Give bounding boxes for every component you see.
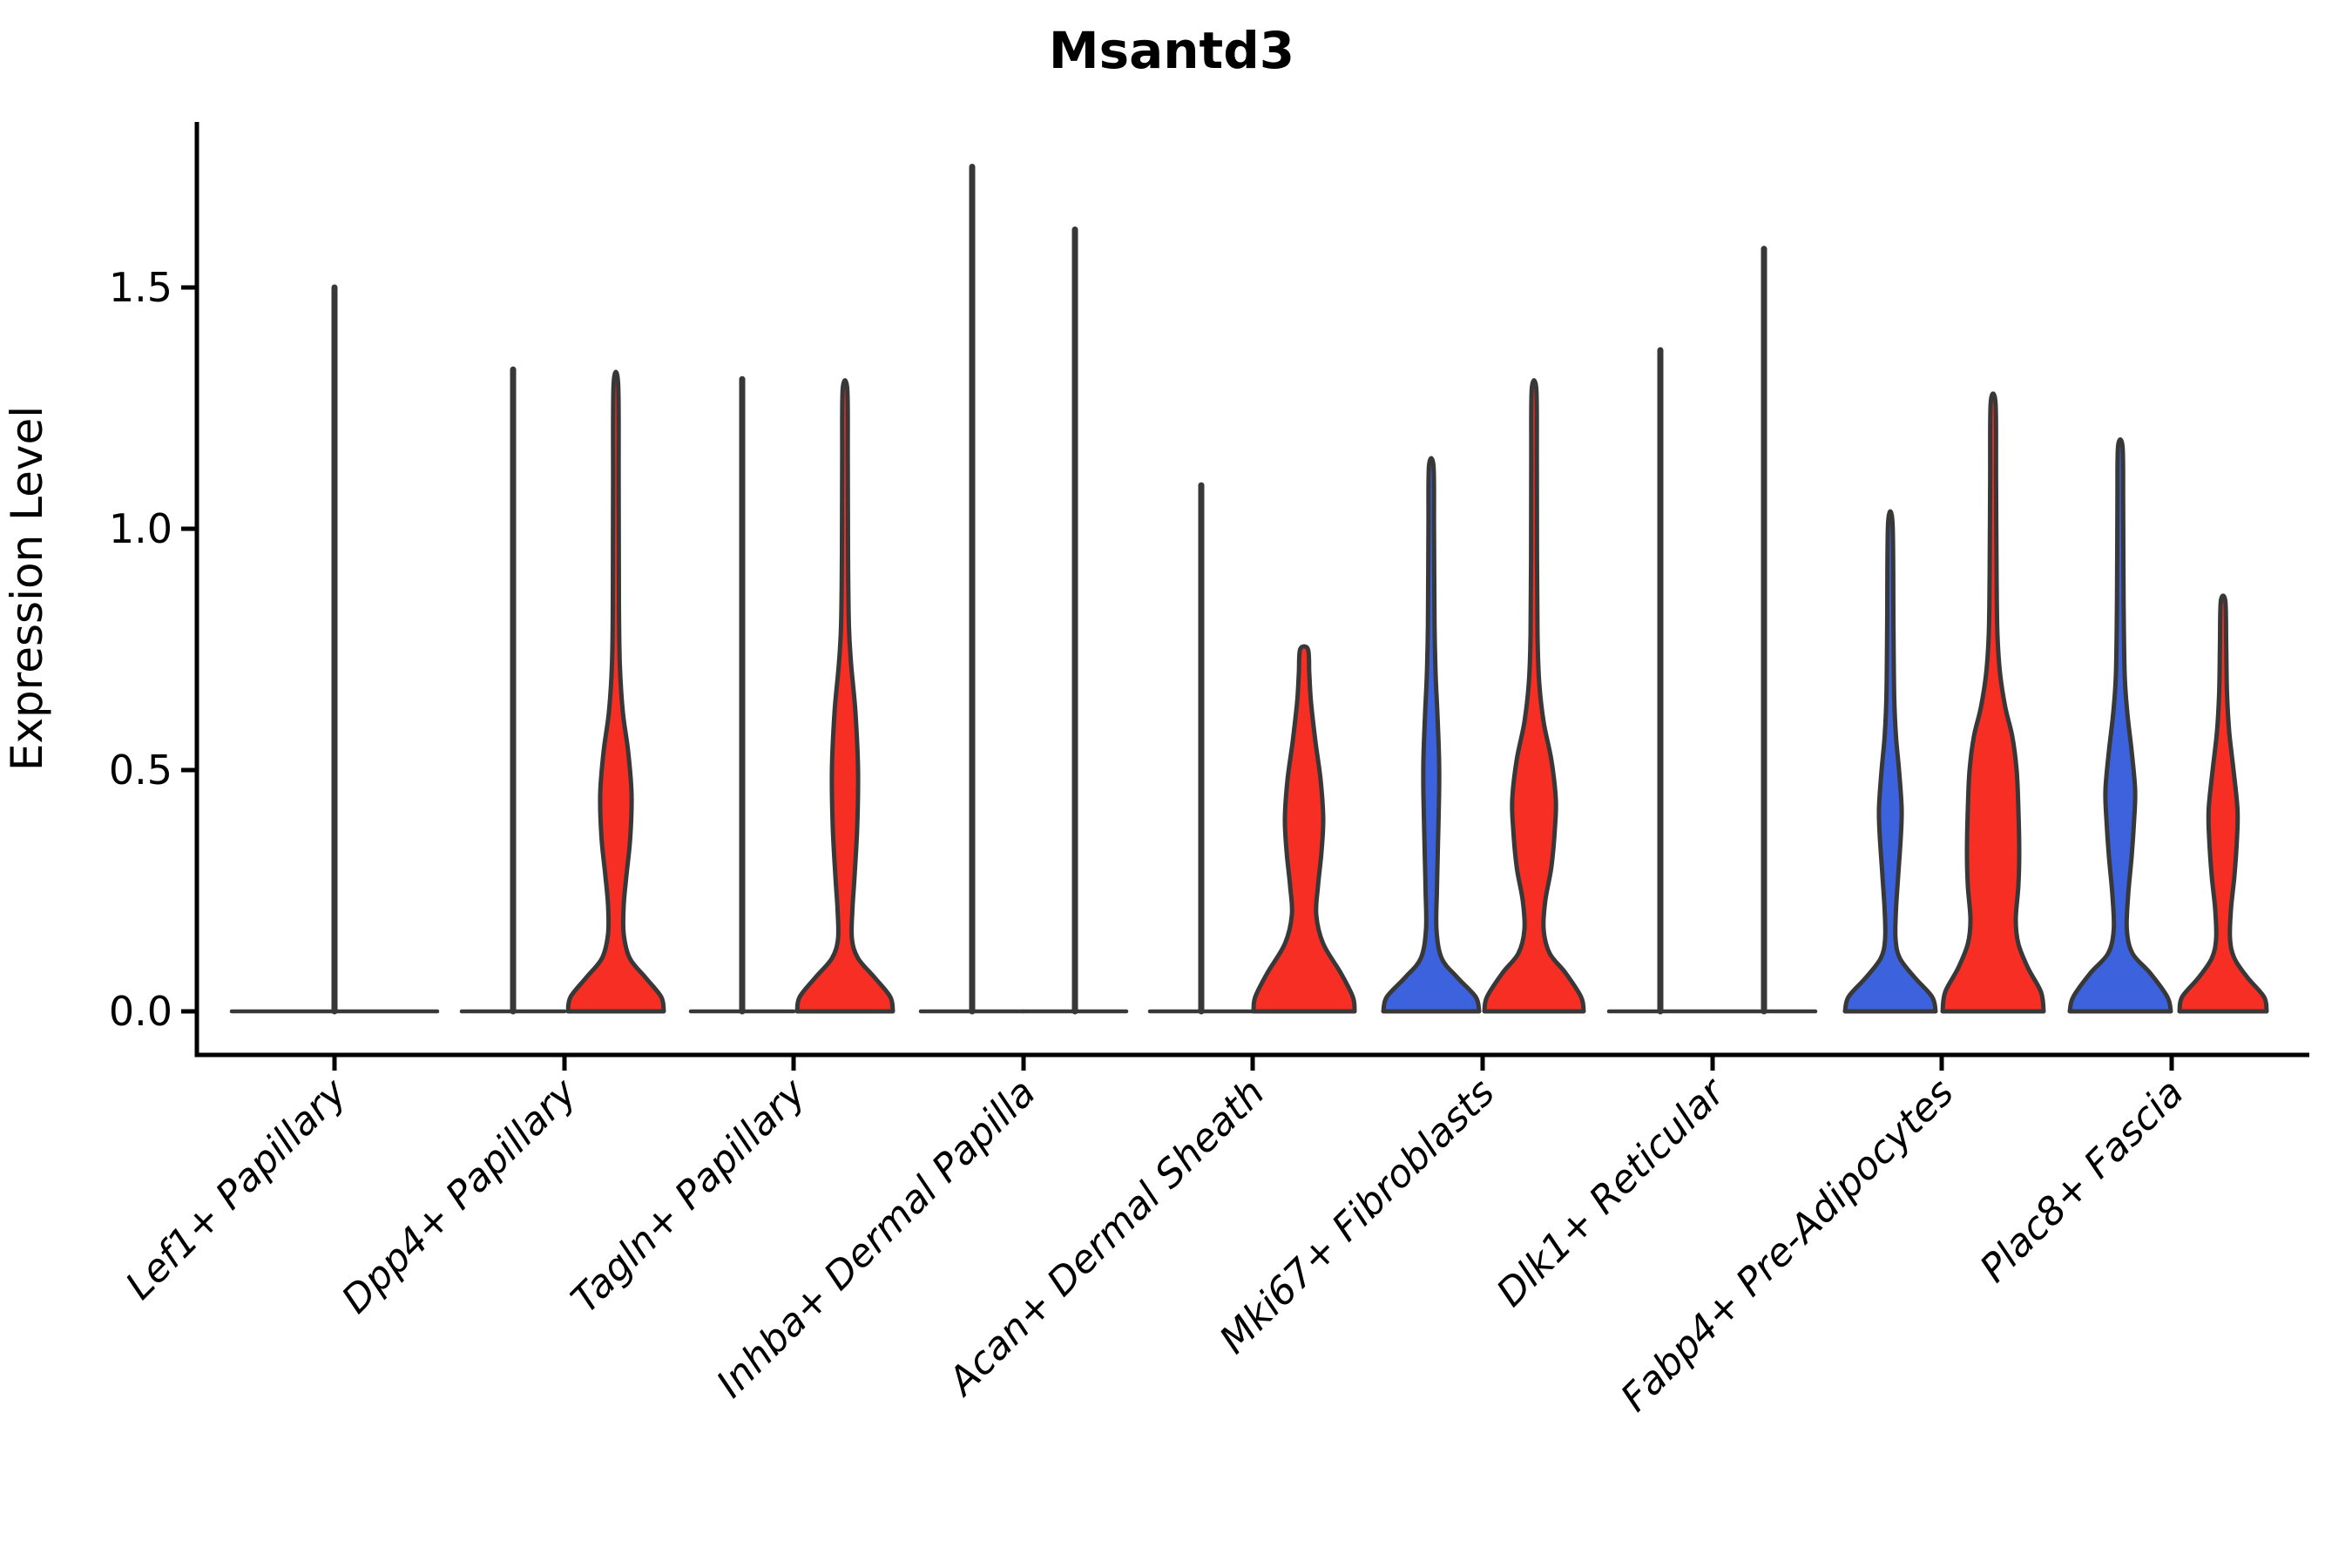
violin-shape [1842,509,1938,1014]
x-axis-ticks [332,1055,2174,1071]
y-tick-label: 0.5 [109,747,172,794]
x-category-label: Lef1+ Papillary [118,1070,356,1308]
x-category-label: Plac8+ Fascia [1971,1071,2192,1291]
x-category-label: Dlk1+ Reticular [1488,1069,1734,1315]
y-tick-label: 0.0 [109,988,172,1035]
y-axis-label: Expression Level [2,406,52,771]
y-tick-label: 1.0 [109,505,172,552]
violin-shape [794,378,896,1014]
violin-shape [2067,436,2173,1014]
y-axis-ticks: 0.0 0.5 1.0 1.5 [109,264,197,1035]
chart-title: Msantd3 [1049,21,1294,80]
violin-shape [565,369,666,1014]
violin-shape [1940,391,2046,1014]
x-category-label: Tagln+ Papillary [563,1070,814,1321]
violin-shape [1381,456,1482,1014]
violin-shapes [229,164,2269,1015]
y-tick-label: 1.5 [109,264,172,311]
x-category-label: Dpp4+ Papillary [334,1070,586,1322]
violin-shape [1482,378,1586,1014]
violin-shape [1251,644,1357,1014]
violin-shape [2177,593,2269,1014]
